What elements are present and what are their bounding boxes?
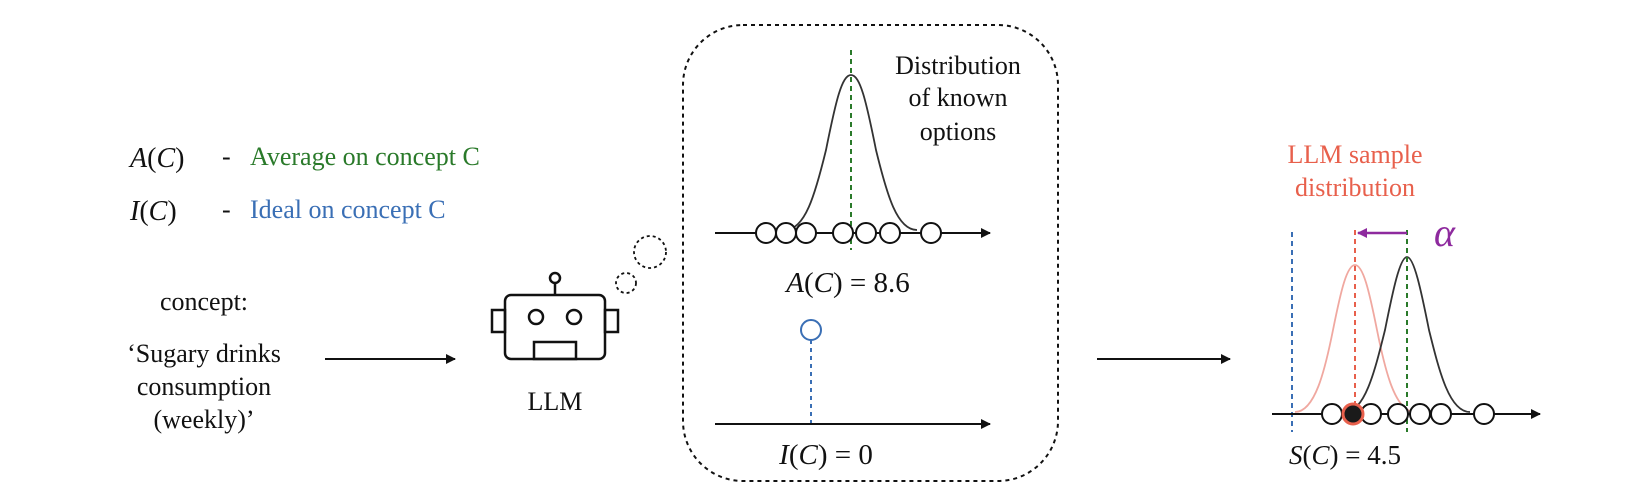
option-point bbox=[855, 222, 877, 244]
bubble-title-line-3: options bbox=[920, 117, 997, 146]
llm-sample-curve bbox=[1294, 264, 1416, 413]
known-distribution-curve bbox=[784, 74, 918, 231]
bubble-title-line-1: Distribution bbox=[895, 51, 1021, 80]
ideal-point bbox=[800, 319, 822, 341]
known-options-plot: A(C) = 8.6 bbox=[715, 50, 991, 299]
average-dash: - bbox=[222, 142, 231, 171]
output-title-line-2: distribution bbox=[1295, 173, 1415, 202]
average-value-label: A(C) = 8.6 bbox=[784, 267, 910, 299]
thought-bubble-panel bbox=[682, 24, 1059, 482]
ideal-symbol: I(C) bbox=[129, 196, 177, 227]
sample-distribution-plot: α S(C) = 4.5 bbox=[1272, 210, 1541, 470]
robot-icon bbox=[490, 271, 620, 361]
option-point bbox=[1409, 403, 1431, 425]
sample-value-label: S(C) = 4.5 bbox=[1289, 440, 1401, 470]
ideal-description: Ideal on concept C bbox=[250, 195, 446, 224]
output-title: LLM sample distribution bbox=[1287, 140, 1422, 202]
ideal-value-label: I(C) = 0 bbox=[778, 439, 873, 471]
option-point bbox=[1321, 403, 1343, 425]
option-point bbox=[1430, 403, 1452, 425]
legend-ideal: I(C) - Ideal on concept C bbox=[129, 195, 446, 227]
concept-line-2: consumption bbox=[137, 372, 271, 401]
ideal-dash: - bbox=[222, 195, 231, 224]
known-distribution-curve-copy bbox=[1344, 256, 1471, 413]
alpha-label: α bbox=[1434, 210, 1456, 255]
llm-label: LLM bbox=[528, 387, 583, 416]
bubble-title: Distribution of known options bbox=[895, 51, 1021, 146]
option-point bbox=[920, 222, 942, 244]
option-point bbox=[775, 222, 797, 244]
option-point bbox=[755, 222, 777, 244]
average-symbol: A(C) bbox=[128, 143, 184, 174]
bubble-title-line-2: of known bbox=[909, 83, 1008, 112]
known-option-points bbox=[755, 222, 942, 244]
thought-bubble-icon bbox=[615, 235, 667, 294]
output-title-line-1: LLM sample bbox=[1287, 140, 1422, 169]
option-point bbox=[795, 222, 817, 244]
concept-line-3: (weekly)’ bbox=[153, 405, 254, 434]
option-point bbox=[1473, 403, 1495, 425]
ideal-plot: I(C) = 0 bbox=[715, 319, 991, 471]
concept-line-1: ‘Sugary drinks bbox=[127, 339, 281, 368]
legend: A(C) - Average on concept C I(C) - Ideal… bbox=[128, 142, 480, 227]
concept-heading: concept: bbox=[160, 287, 248, 316]
sample-point bbox=[1341, 402, 1365, 426]
average-description: Average on concept C bbox=[250, 142, 480, 171]
option-point bbox=[879, 222, 901, 244]
concept-input: concept: ‘Sugary drinks consumption (wee… bbox=[127, 287, 281, 434]
option-point bbox=[832, 222, 854, 244]
legend-average: A(C) - Average on concept C bbox=[128, 142, 480, 174]
option-point bbox=[1387, 403, 1409, 425]
